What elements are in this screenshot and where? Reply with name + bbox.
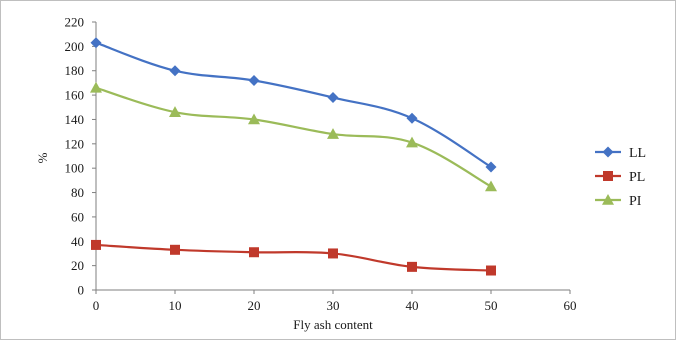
series-pl	[91, 239, 496, 276]
data-point-pi	[90, 81, 102, 93]
series-pi	[90, 81, 497, 192]
y-tick-label: 100	[65, 161, 85, 176]
legend: LL PL PI	[595, 146, 646, 209]
y-tick-label: 120	[65, 136, 85, 151]
y-axis: 0 20 40 60 80 100 120 140 160 180 200 220	[65, 15, 97, 298]
y-tick-label: 80	[71, 185, 84, 200]
series-line-ll	[95, 41, 492, 168]
data-point-pi	[485, 180, 497, 192]
y-tick-label: 200	[65, 39, 85, 54]
data-point-pl	[91, 239, 101, 250]
data-point-pi	[406, 136, 418, 148]
data-point-ll	[90, 37, 102, 49]
y-tick-label: 0	[78, 283, 85, 298]
data-point-ll	[169, 65, 181, 77]
x-axis: 0 10 20 30 40 50 60	[93, 289, 577, 313]
x-axis-title: Fly ash content	[293, 317, 373, 332]
y-tick-label: 20	[71, 258, 84, 273]
x-tick-label: 50	[485, 298, 498, 313]
data-point-pl	[328, 248, 338, 259]
data-point-ll	[485, 161, 497, 173]
y-tick-label: 140	[65, 112, 85, 127]
y-tick-label: 180	[65, 63, 85, 78]
series-ll	[90, 37, 497, 173]
data-point-pi	[169, 106, 181, 117]
y-tick-label: 60	[71, 209, 84, 224]
data-point-pl	[170, 244, 180, 255]
x-tick-label: 0	[93, 298, 100, 313]
y-tick-label: 220	[65, 15, 85, 30]
legend-label: PI	[629, 194, 642, 209]
x-tick-label: 40	[406, 298, 419, 313]
x-tick-label: 20	[248, 298, 261, 313]
y-tick-label: 40	[71, 234, 84, 249]
x-tick-label: 10	[169, 298, 182, 313]
legend-item-pl: PL	[595, 170, 645, 185]
series-layer	[90, 37, 497, 276]
data-point-pi	[248, 113, 260, 125]
legend-label: PL	[629, 170, 645, 185]
y-axis-title: %	[35, 152, 50, 163]
legend-item-pi: PI	[595, 194, 642, 209]
legend-label: LL	[629, 146, 646, 161]
data-point-pl	[407, 261, 417, 272]
data-point-pl	[249, 247, 259, 258]
data-point-pl	[486, 265, 496, 276]
legend-marker	[603, 171, 613, 181]
legend-marker	[602, 146, 614, 158]
data-point-ll	[406, 112, 418, 124]
series-line-pi	[95, 86, 492, 188]
legend-marker	[602, 194, 614, 205]
x-tick-label: 30	[327, 298, 340, 313]
x-tick-label: 60	[564, 298, 577, 313]
data-point-pi	[327, 128, 339, 139]
y-tick-label: 160	[65, 88, 85, 103]
data-point-ll	[248, 74, 260, 86]
legend-item-ll: LL	[595, 146, 646, 161]
series-line-pl	[95, 243, 492, 272]
data-point-ll	[327, 92, 339, 104]
